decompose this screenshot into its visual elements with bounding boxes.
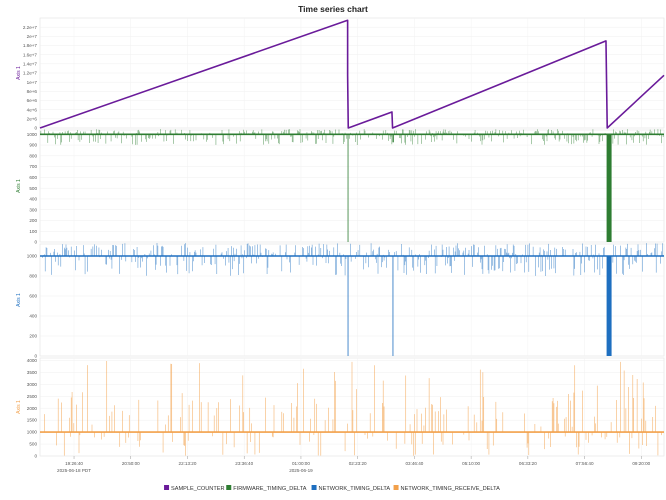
y-tick-label: 8e+6 — [27, 89, 38, 94]
y-tick-label: 2000 — [27, 406, 38, 411]
x-tick-label: 22:13:20 — [179, 461, 197, 466]
y-tick-label: 800 — [29, 153, 37, 158]
y-tick-label: 600 — [29, 175, 37, 180]
x-tick-label: 03:46:40 — [405, 461, 423, 466]
y-tick-label: 0 — [34, 126, 37, 131]
y-tick-label: 800 — [29, 274, 37, 279]
series-spikes-network-timing-receive-delta — [44, 360, 662, 456]
y-tick-label: 4e+6 — [27, 107, 38, 112]
y-tick-label: 1000 — [27, 254, 38, 259]
legend-swatch — [311, 485, 317, 490]
y-tick-label: 1.2e+7 — [23, 71, 38, 76]
chart-title: Time series chart — [298, 4, 368, 14]
y-tick-label: 0 — [34, 454, 37, 459]
panel-network-timing-delta: 0 200 400 600 800 1000 Axis 1 — [16, 243, 665, 359]
series-line-sample-counter — [39, 19, 665, 129]
y-tick-label: 300 — [29, 207, 37, 212]
y-tick-label: 1.6e+7 — [23, 52, 38, 57]
y-axis-label: Axis 1 — [16, 179, 22, 193]
y-tick-label: 100 — [29, 229, 37, 234]
legend-item-network-timing-delta[interactable]: NETWORK_TIMING_DELTA — [311, 485, 391, 492]
x-tick-label: 05:10:00 — [462, 461, 480, 466]
series-drop-network-timing-delta — [606, 256, 612, 356]
series-drop-firmware-timing-delta — [606, 134, 612, 242]
y-axis-label: Axis 1 — [16, 293, 22, 307]
x-subtick-label: 2025-06-18 PDT — [57, 468, 91, 473]
y-tick-label: 3500 — [27, 370, 38, 375]
legend-item-network-timing-receive-delta[interactable]: NETWORK_TIMING_RECEIVE_DELTA — [393, 485, 501, 492]
x-tick-label: 23:36:40 — [235, 461, 253, 466]
x-axis: 19:26:40 20:50:00 22:13:20 23:36:40 01:00:00… — [57, 456, 651, 473]
y-tick-label: 2e+7 — [27, 34, 38, 39]
legend-swatch — [393, 485, 399, 490]
x-tick-label: 02:23:20 — [349, 461, 367, 466]
panel-sample-counter: 0 2e+6 4e+6 6e+6 8e+6 1e+7 1.2e+7 1.4e+7 1.6e+7 1… — [16, 17, 665, 131]
series-drop-network-timing-delta — [347, 256, 349, 356]
y-tick-label: 400 — [29, 197, 37, 202]
y-tick-label: 500 — [29, 442, 37, 447]
legend-label: NETWORK_TIMING_DELTA — [319, 486, 391, 492]
series-drop-network-timing-delta — [392, 256, 394, 356]
legend-item-firmware-timing-delta[interactable]: FIRMWARE_TIMING_DELTA — [226, 485, 307, 492]
x-tick-label: 06:33:20 — [519, 461, 537, 466]
chart-legend[interactable]: SAMPLE_COUNTER FIRMWARE_TIMING_DELTA NETWO… — [164, 485, 500, 492]
y-tick-label: 900 — [29, 143, 37, 148]
y-tick-label: 1e+7 — [27, 80, 38, 85]
y-axis-label: Axis 1 — [16, 400, 22, 414]
y-tick-label: 200 — [29, 218, 37, 223]
chart-panels: 0 2e+6 4e+6 6e+6 8e+6 1e+7 1.2e+7 1.4e+7 1.6e+7 1… — [16, 17, 665, 459]
series-drop-firmware-timing-delta — [347, 134, 349, 242]
x-tick-label: 20:50:00 — [122, 461, 140, 466]
legend-swatch — [226, 485, 232, 490]
x-subtick-label: 2025-06-19 — [289, 468, 313, 473]
legend-label: NETWORK_TIMING_RECEIVE_DELTA — [401, 486, 501, 492]
y-tick-label: 0 — [34, 240, 37, 245]
y-tick-label: 3000 — [27, 382, 38, 387]
y-tick-label: 200 — [29, 334, 37, 339]
panel-firmware-timing-delta: 0 100 200 300 400 500 600 700 800 900 1000 Axis 1 — [16, 129, 665, 245]
series-dip-firmware-timing-delta — [392, 134, 394, 143]
y-tick-label: 700 — [29, 164, 37, 169]
y-tick-label: 4000 — [27, 358, 38, 363]
y-tick-label: 1500 — [27, 418, 38, 423]
y-tick-label: 2.2e+7 — [23, 25, 38, 30]
x-tick-label: 19:26:40 — [65, 461, 83, 466]
panel-frame — [39, 243, 665, 357]
x-tick-label: 09:20:00 — [632, 461, 650, 466]
y-axis-label: Axis 1 — [16, 66, 22, 80]
panel-network-timing-receive-delta: 0 500 1000 1500 2000 2500 3000 3500 4000 Axis 1 — [16, 357, 665, 459]
x-tick-label: 01:00:00 — [292, 461, 310, 466]
panel-frame — [39, 129, 665, 243]
legend-item-sample-counter[interactable]: SAMPLE_COUNTER — [164, 485, 225, 492]
y-tick-label: 1.8e+7 — [23, 43, 38, 48]
y-tick-label: 2500 — [27, 394, 38, 399]
y-tick-label: 1.4e+7 — [23, 61, 38, 66]
legend-label: SAMPLE_COUNTER — [171, 486, 224, 492]
y-tick-label: 0 — [34, 354, 37, 359]
y-tick-label: 500 — [29, 186, 37, 191]
y-tick-label: 6e+6 — [27, 98, 38, 103]
legend-swatch — [164, 485, 170, 490]
x-tick-label: 07:56:40 — [576, 461, 594, 466]
y-tick-label: 1000 — [27, 132, 38, 137]
y-tick-label: 400 — [29, 314, 37, 319]
y-tick-label: 1000 — [27, 430, 38, 435]
y-tick-label: 2e+6 — [27, 116, 38, 121]
y-tick-label: 600 — [29, 294, 37, 299]
legend-label: FIRMWARE_TIMING_DELTA — [233, 486, 307, 492]
